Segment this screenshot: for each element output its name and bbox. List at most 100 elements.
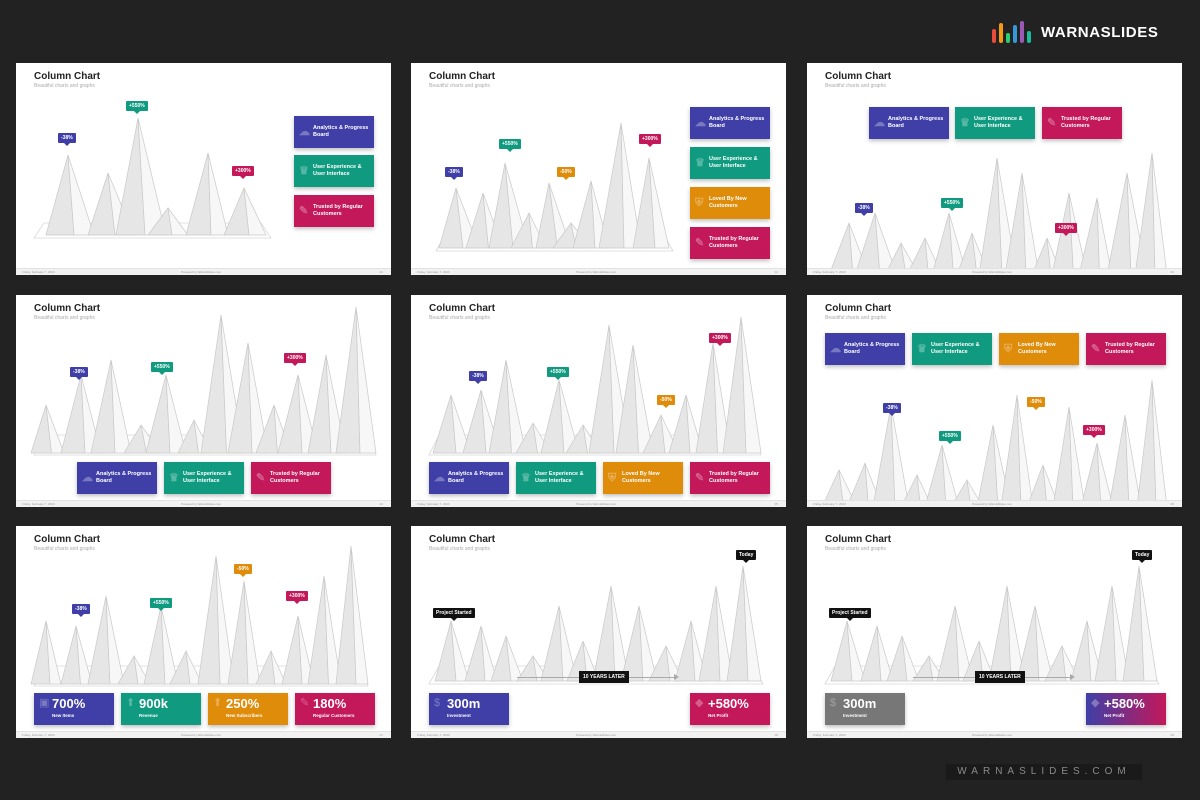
slide-footer: Friday, February 7, 2020 Powered by Warna… (411, 500, 786, 507)
peak-shape-left (1134, 152, 1156, 275)
footer-page-number: 02 (774, 270, 778, 274)
brand-name: WARNASLIDES (1041, 23, 1159, 41)
slide-thumbnail[interactable]: Column Chart Beautiful charts and graphs -… (807, 295, 1182, 507)
stat-label: New Subscribers (226, 713, 263, 718)
percent-badge: -38% (70, 367, 88, 380)
peak-shape-right (243, 187, 267, 236)
slide-thumbnail[interactable]: Column Chart Beautiful charts and graphs -… (807, 63, 1182, 275)
peak-shape-right (1151, 379, 1168, 507)
slide-subtitle: Beautiful charts and graphs (825, 315, 886, 321)
peak-shape-right (742, 565, 762, 682)
footer-page-number: 01 (379, 270, 383, 274)
feature-card: ☁ Analytics & Progress Board (825, 333, 905, 365)
diamond-icon: ◆ (695, 697, 704, 709)
peak-chart-graphic (30, 545, 369, 687)
slide-title: Column Chart (429, 71, 496, 82)
slide-footer: Friday, February 7, 2020 Powered by Warna… (16, 731, 391, 738)
timeline-marker: Project Started (433, 608, 475, 621)
peak-shape-right (67, 154, 95, 236)
footer-page-number: 04 (379, 502, 383, 506)
percent-badge: -50% (234, 564, 252, 577)
trophy-icon: ♛ (169, 472, 179, 484)
brand-url: WARNASLIDES.COM (946, 764, 1142, 780)
peak-shape-right (207, 152, 229, 236)
feature-card-label: Trusted by Regular Customers (1105, 341, 1155, 356)
chart-icon: ✎ (695, 237, 705, 249)
peak-shape-right (740, 316, 762, 454)
feature-card-label: User Experience & User Interface (974, 115, 1023, 130)
feature-card-label: Analytics & Progress Board (448, 470, 504, 485)
percent-badge: +300% (232, 166, 254, 179)
feature-card: ✎ Trusted by Regular Customers (690, 462, 770, 494)
feature-card: ☁ Analytics & Progress Board (869, 107, 949, 139)
percent-badge: +300% (286, 591, 308, 604)
brand-bar (1006, 33, 1010, 43)
shield-icon: ⛨ (608, 472, 617, 484)
peak-shape-right (270, 650, 287, 685)
chart-icon: ✎ (1091, 343, 1101, 355)
slide-thumbnail[interactable]: Column Chart Beautiful charts and graphs -… (16, 526, 391, 738)
slide-thumbnail[interactable]: Column Chart Beautiful charts and graphs P… (807, 526, 1182, 738)
slide-thumbnail[interactable]: Column Chart Beautiful charts and graphs -… (411, 63, 786, 275)
slide-title: Column Chart (429, 534, 496, 545)
peak-shape-right (450, 620, 470, 682)
percent-badge: +300% (1083, 425, 1105, 438)
footer-date: Friday, February 7, 2020 (417, 270, 450, 274)
chart-icon: ✎ (1047, 117, 1057, 129)
feature-card: ✎ Trusted by Regular Customers (1086, 333, 1166, 365)
stat-label: Net Profit (708, 713, 729, 718)
stat-label: Regular Customers (313, 713, 355, 718)
slide-footer: Friday, February 7, 2020 Powered by Warna… (807, 500, 1182, 507)
brain-icon: ☁ (695, 117, 706, 129)
feature-card-label: Loved By New Customers (622, 470, 660, 485)
percent-badge: +550% (150, 598, 172, 611)
slide-thumbnail[interactable]: Column Chart Beautiful charts and graphs -… (16, 295, 391, 507)
feature-card: ♛ User Experience & User Interface (690, 147, 770, 179)
percent-badge: +550% (547, 367, 569, 380)
chart-icon: ✎ (300, 697, 310, 709)
chart-icon: ✎ (695, 472, 705, 484)
peak-shape-right (846, 620, 866, 682)
peak-shape-right (167, 207, 189, 236)
peak-chart-graphic (828, 152, 1168, 275)
footer-date: Friday, February 7, 2020 (813, 270, 846, 274)
peak-chart-graphic (428, 565, 764, 685)
slide-footer: Friday, February 7, 2020 Powered by Warna… (807, 731, 1182, 738)
feature-card: ⛨ Loved By New Customers (603, 462, 683, 494)
peak-shape-right (1124, 414, 1142, 507)
footer-date: Friday, February 7, 2020 (813, 502, 846, 506)
stat-value: 180% (313, 696, 347, 711)
peak-shape-right (1016, 394, 1034, 507)
trophy-icon: ♛ (521, 472, 531, 484)
slide-title: Column Chart (825, 534, 892, 545)
brain-icon: ☁ (82, 472, 93, 484)
footer-date: Friday, February 7, 2020 (417, 502, 450, 506)
slide-title: Column Chart (429, 303, 496, 314)
footer-credit: Powered by WarnaSlides.com (181, 733, 222, 737)
peak-chart-graphic (33, 117, 272, 239)
money-icon: $ (830, 697, 837, 709)
stat-label: Net Profit (1104, 713, 1125, 718)
stat-label: Investment (447, 713, 471, 718)
timeline-arrow: 10 YEARS LATER (913, 671, 1075, 683)
slide-thumbnail[interactable]: Column Chart Beautiful charts and graphs -… (16, 63, 391, 275)
timeline-marker: Today (1132, 550, 1153, 563)
feature-card: ☁ Analytics & Progress Board (429, 462, 509, 494)
timeline-marker: Today (736, 550, 757, 563)
slide-thumbnail[interactable]: Column Chart Beautiful charts and graphs -… (411, 295, 786, 507)
slide-subtitle: Beautiful charts and graphs (429, 83, 490, 89)
brand-logo: WARNASLIDES (992, 18, 1158, 46)
footer-credit: Powered by WarnaSlides.com (972, 733, 1013, 737)
stat-label: Revenue (139, 713, 158, 718)
feature-card: ✎ Trusted by Regular Customers (251, 462, 331, 494)
peak-shape-right (45, 620, 62, 685)
stat-card: $300m Investment (429, 693, 509, 725)
peak-shape-right (715, 585, 734, 682)
percent-badge: -38% (72, 604, 90, 617)
percent-badge: -38% (445, 167, 463, 180)
slide-thumbnail[interactable]: Column Chart Beautiful charts and graphs P… (411, 526, 786, 738)
peak-chart-graphic (435, 122, 674, 252)
chart-icon: ✎ (299, 205, 309, 217)
stat-card: ◆ +580% Net Profit (1086, 693, 1166, 725)
feature-card: ⛨ Loved By New Customers (690, 187, 770, 219)
